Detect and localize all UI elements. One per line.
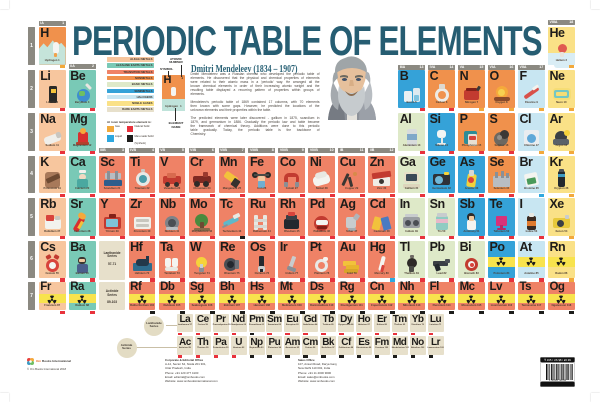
- svg-text:₹ 195 / US $8 / £6.99: ₹ 195 / US $8 / £6.99: [544, 358, 571, 362]
- svg-text:9 789352 764198: 9 789352 764198: [548, 380, 566, 382]
